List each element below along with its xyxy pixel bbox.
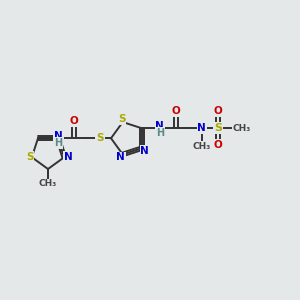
Text: H: H xyxy=(156,128,164,138)
Text: CH₃: CH₃ xyxy=(39,179,57,188)
Text: CH₃: CH₃ xyxy=(193,142,211,151)
Text: S: S xyxy=(96,133,104,143)
Text: N: N xyxy=(116,152,125,162)
Text: S: S xyxy=(26,152,34,162)
Text: O: O xyxy=(213,106,222,116)
Text: O: O xyxy=(70,116,78,126)
Text: CH₃: CH₃ xyxy=(232,124,251,133)
Text: O: O xyxy=(213,140,222,150)
Text: N: N xyxy=(197,123,206,133)
Text: S: S xyxy=(214,123,222,133)
Text: N: N xyxy=(155,121,164,131)
Text: N: N xyxy=(55,130,63,140)
Text: N: N xyxy=(64,152,73,162)
Text: N: N xyxy=(140,146,149,156)
Text: N: N xyxy=(54,131,62,141)
Text: S: S xyxy=(118,114,125,124)
Text: O: O xyxy=(171,106,180,116)
Text: H: H xyxy=(54,138,62,148)
